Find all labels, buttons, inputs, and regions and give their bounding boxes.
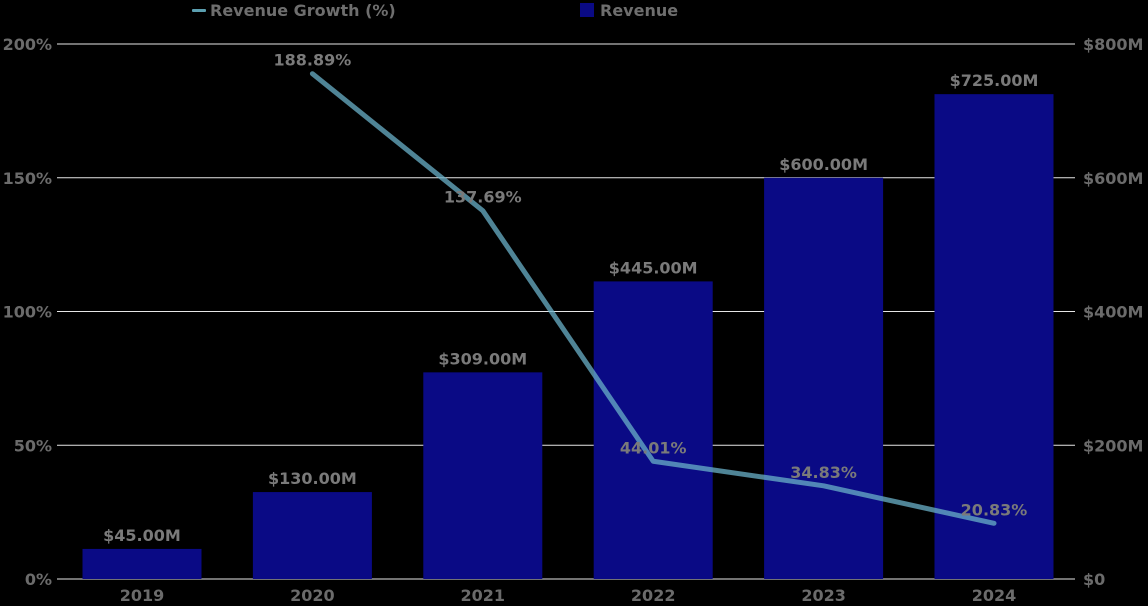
left-tick-label: 150% — [3, 169, 52, 188]
gridlines — [57, 43, 1075, 580]
x-tick-label: 2024 — [972, 586, 1017, 605]
revenue-bar[interactable] — [934, 94, 1054, 579]
x-tick-label: 2023 — [801, 586, 846, 605]
right-y-axis: $0 $200M $400M $600M $800M — [1083, 35, 1143, 589]
x-tick-label: 2019 — [120, 586, 165, 605]
right-tick-label: $0 — [1083, 570, 1105, 589]
revenue-data-label: $45.00M — [103, 526, 181, 545]
legend-label-growth: Revenue Growth (%) — [210, 0, 396, 20]
left-tick-label: 100% — [3, 303, 52, 322]
growth-data-label: 137.69% — [444, 188, 522, 207]
right-tick-label: $600M — [1083, 169, 1143, 188]
left-tick-label: 200% — [3, 35, 52, 54]
left-tick-label: 50% — [14, 436, 52, 455]
left-tick-label: 0% — [25, 570, 52, 589]
revenue-data-label: $445.00M — [609, 258, 698, 277]
right-tick-label: $800M — [1083, 35, 1143, 54]
x-axis: 2019 2020 2021 2022 2023 2024 — [120, 586, 1017, 605]
revenue-data-label: $600.00M — [779, 155, 868, 174]
growth-data-label: 44.01% — [620, 438, 687, 457]
growth-line-path[interactable] — [309, 71, 997, 526]
right-tick-label: $400M — [1083, 303, 1143, 322]
bar-swatch-icon — [580, 3, 594, 17]
revenue-bar[interactable] — [764, 177, 884, 579]
revenue-data-label: $130.00M — [268, 469, 357, 488]
revenue-data-labels: $45.00M $130.00M $309.00M $445.00M $600.00M $… — [103, 71, 1038, 545]
revenue-bar[interactable] — [423, 372, 543, 579]
legend-label-revenue: Revenue — [600, 0, 679, 20]
growth-data-label: 34.83% — [790, 463, 857, 482]
legend-item-growth[interactable]: Revenue Growth (%) — [192, 0, 396, 20]
revenue-data-label: $309.00M — [438, 349, 527, 368]
revenue-bar[interactable] — [593, 281, 713, 579]
growth-data-label: 20.83% — [961, 500, 1028, 519]
x-tick-label: 2021 — [461, 586, 506, 605]
left-y-axis: 0% 50% 100% 150% 200% — [3, 35, 52, 589]
line-marker-icon — [192, 8, 206, 12]
revenue-bars — [82, 94, 1054, 579]
chart-legend: Revenue Growth (%) Revenue — [0, 0, 1148, 22]
legend-item-revenue[interactable]: Revenue — [580, 0, 678, 20]
growth-data-labels: 188.89% 137.69% 44.01% 34.83% 20.83% — [274, 51, 1028, 520]
x-tick-label: 2020 — [290, 586, 335, 605]
right-tick-label: $200M — [1083, 436, 1143, 455]
revenue-data-label: $725.00M — [950, 71, 1039, 90]
revenue-bar[interactable] — [252, 492, 372, 579]
growth-line — [309, 71, 997, 526]
x-tick-label: 2022 — [631, 586, 676, 605]
growth-data-label: 188.89% — [274, 51, 352, 70]
revenue-bar[interactable] — [82, 548, 202, 579]
